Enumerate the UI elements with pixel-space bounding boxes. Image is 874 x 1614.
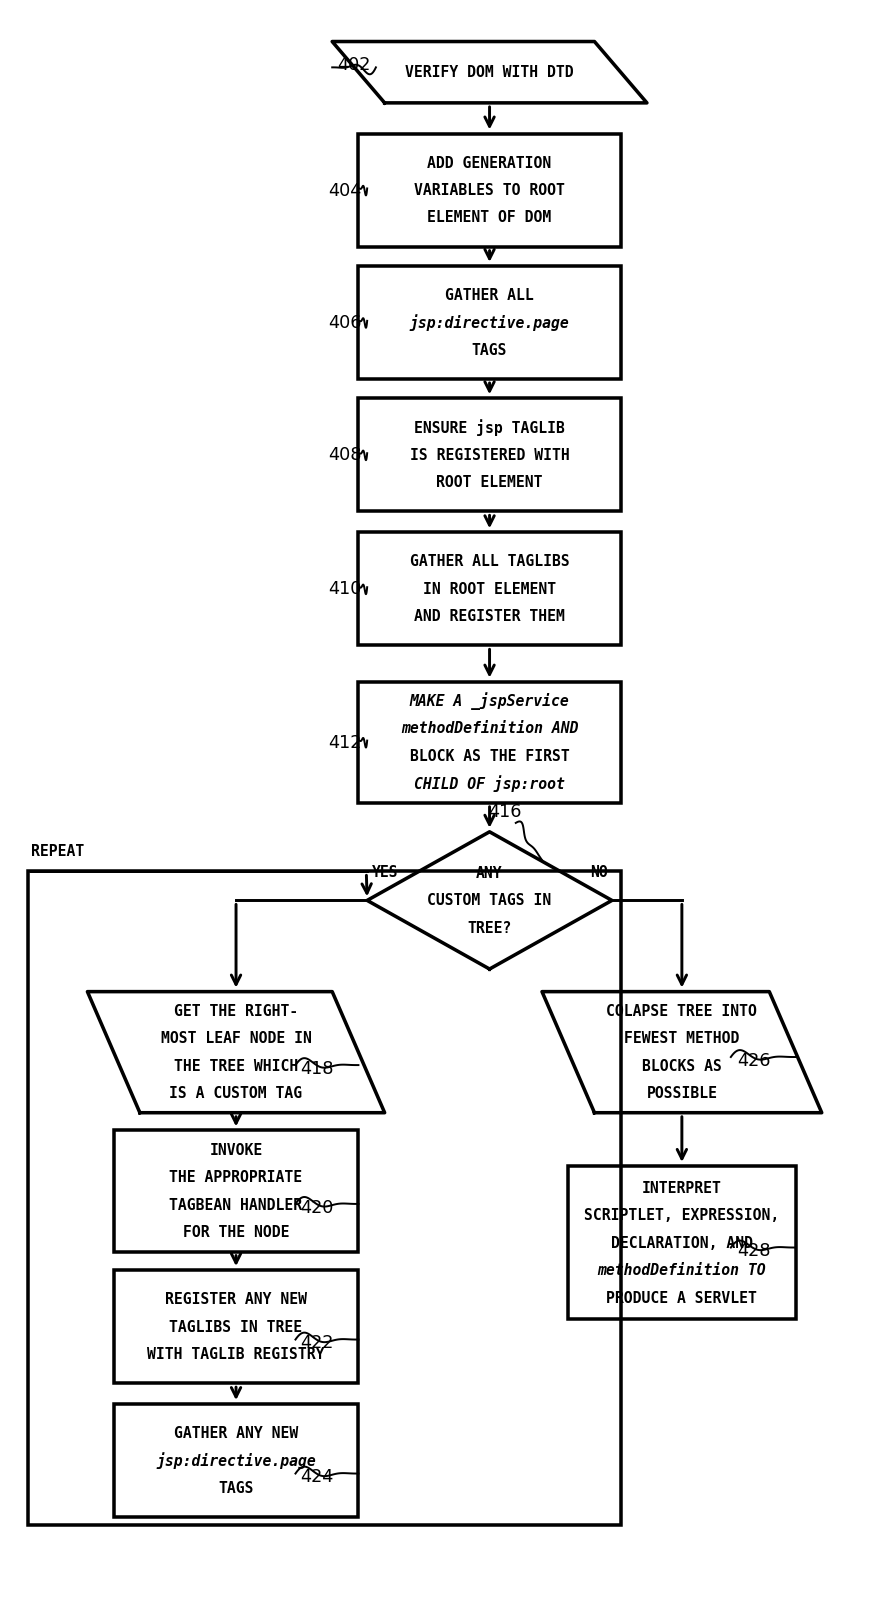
- Text: ROOT ELEMENT: ROOT ELEMENT: [436, 475, 543, 491]
- Text: methodDefinition AND: methodDefinition AND: [400, 721, 579, 736]
- Text: SCRIPTLET, EXPRESSION,: SCRIPTLET, EXPRESSION,: [584, 1207, 780, 1223]
- Bar: [358, 399, 621, 512]
- Text: 410: 410: [329, 579, 362, 599]
- Text: 418: 418: [300, 1059, 333, 1078]
- Text: GET THE RIGHT-: GET THE RIGHT-: [174, 1004, 298, 1018]
- Text: INTERPRET: INTERPRET: [642, 1180, 722, 1196]
- Bar: [114, 1131, 358, 1252]
- Text: 422: 422: [300, 1333, 333, 1353]
- Text: IS REGISTERED WITH: IS REGISTERED WITH: [410, 447, 569, 463]
- Bar: [568, 1165, 795, 1320]
- Text: ENSURE jsp TAGLIB: ENSURE jsp TAGLIB: [414, 420, 565, 436]
- Text: COLAPSE TREE INTO: COLAPSE TREE INTO: [607, 1004, 757, 1018]
- Text: 428: 428: [737, 1241, 770, 1261]
- Text: REGISTER ANY NEW: REGISTER ANY NEW: [165, 1291, 307, 1307]
- Text: TAGBEAN HANDLER: TAGBEAN HANDLER: [170, 1198, 302, 1212]
- Text: VARIABLES TO ROOT: VARIABLES TO ROOT: [414, 182, 565, 199]
- Text: 426: 426: [737, 1051, 770, 1070]
- Bar: [358, 683, 621, 802]
- Text: CUSTOM TAGS IN: CUSTOM TAGS IN: [427, 893, 551, 909]
- Text: GATHER ANY NEW: GATHER ANY NEW: [174, 1425, 298, 1441]
- Text: GATHER ALL TAGLIBS: GATHER ALL TAGLIBS: [410, 554, 569, 570]
- Text: AND REGISTER THEM: AND REGISTER THEM: [414, 608, 565, 625]
- Bar: [358, 533, 621, 646]
- Text: VERIFY DOM WITH DTD: VERIFY DOM WITH DTD: [406, 65, 573, 81]
- Text: FOR THE NODE: FOR THE NODE: [183, 1225, 289, 1240]
- Text: IS A CUSTOM TAG: IS A CUSTOM TAG: [170, 1086, 302, 1101]
- Text: jsp:directive.page: jsp:directive.page: [410, 315, 569, 331]
- Text: FEWEST METHOD: FEWEST METHOD: [624, 1031, 739, 1046]
- Text: PRODUCE A SERVLET: PRODUCE A SERVLET: [607, 1290, 757, 1306]
- Text: 408: 408: [329, 445, 362, 465]
- Text: 416: 416: [489, 802, 522, 822]
- Text: THE TREE WHICH: THE TREE WHICH: [174, 1059, 298, 1073]
- Text: ELEMENT OF DOM: ELEMENT OF DOM: [427, 210, 551, 226]
- Text: NO: NO: [590, 865, 607, 880]
- Text: TAGLIBS IN TREE: TAGLIBS IN TREE: [170, 1319, 302, 1335]
- Text: 412: 412: [329, 733, 362, 752]
- Text: methodDefinition TO: methodDefinition TO: [598, 1262, 766, 1278]
- Bar: [114, 1270, 358, 1383]
- Text: 404: 404: [329, 181, 362, 200]
- Text: ADD GENERATION: ADD GENERATION: [427, 155, 551, 171]
- Text: ANY: ANY: [476, 865, 503, 881]
- Bar: [358, 134, 621, 247]
- Text: REPEAT: REPEAT: [31, 844, 85, 859]
- Text: IN ROOT ELEMENT: IN ROOT ELEMENT: [423, 581, 556, 597]
- Text: BLOCKS AS: BLOCKS AS: [642, 1059, 722, 1073]
- Text: TAGS: TAGS: [472, 342, 507, 358]
- Text: YES: YES: [371, 865, 398, 880]
- Text: jsp:directive.page: jsp:directive.page: [156, 1453, 316, 1469]
- Text: CHILD OF jsp:root: CHILD OF jsp:root: [414, 775, 565, 792]
- Text: INVOKE: INVOKE: [210, 1143, 262, 1157]
- Text: DECLARATION, AND: DECLARATION, AND: [611, 1235, 753, 1251]
- Text: 424: 424: [300, 1467, 333, 1486]
- Text: TREE?: TREE?: [468, 920, 511, 936]
- Text: THE APPROPRIATE: THE APPROPRIATE: [170, 1170, 302, 1185]
- Text: WITH TAGLIB REGISTRY: WITH TAGLIB REGISTRY: [147, 1346, 325, 1362]
- Text: POSSIBLE: POSSIBLE: [646, 1086, 718, 1101]
- Text: BLOCK AS THE FIRST: BLOCK AS THE FIRST: [410, 749, 569, 763]
- Text: 402: 402: [337, 55, 371, 74]
- Bar: [28, 872, 621, 1525]
- Text: GATHER ALL: GATHER ALL: [445, 287, 534, 303]
- Text: 406: 406: [329, 313, 362, 332]
- Text: TAGS: TAGS: [218, 1480, 253, 1496]
- Text: MOST LEAF NODE IN: MOST LEAF NODE IN: [161, 1031, 311, 1046]
- Bar: [358, 266, 621, 379]
- Text: MAKE A _jspService: MAKE A _jspService: [410, 692, 569, 710]
- Text: 420: 420: [300, 1198, 333, 1217]
- Bar: [114, 1404, 358, 1517]
